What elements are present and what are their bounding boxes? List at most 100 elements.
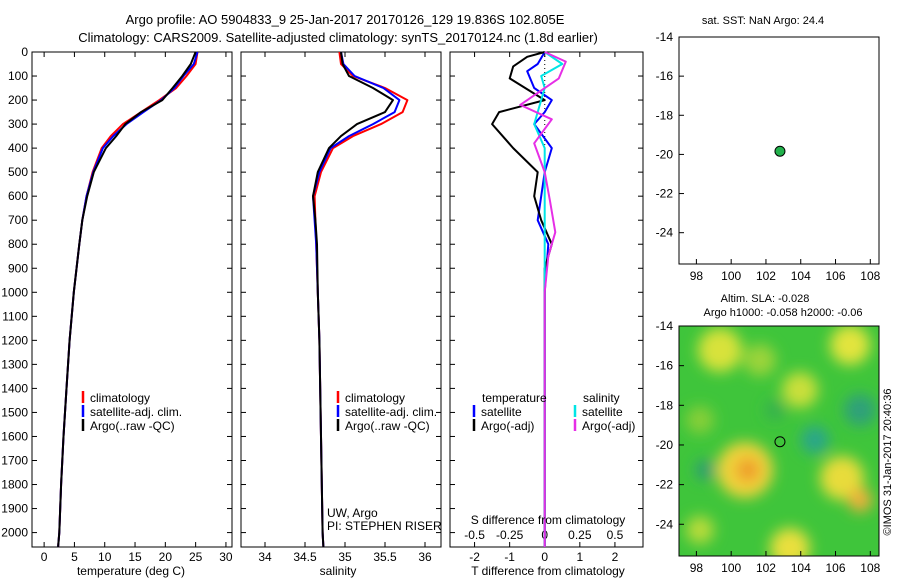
diff-series-temperature-argo-adj- bbox=[491, 51, 553, 547]
sla-anomaly-patch bbox=[686, 516, 714, 544]
map-xtick-label: 104 bbox=[791, 269, 811, 283]
diff-legend-temp-argo-label: Argo(-adj) bbox=[481, 419, 534, 433]
depth-tick-label: 1300 bbox=[1, 357, 28, 371]
argo-location-marker bbox=[774, 436, 786, 448]
diff-legend-temp-head: temperature bbox=[482, 391, 547, 405]
pi-note: PI: STEPHEN RISER bbox=[327, 519, 442, 533]
diff-series-temperature-satellite bbox=[526, 51, 553, 547]
sla-anomaly-patch bbox=[820, 456, 864, 500]
sla-anomaly-patch bbox=[744, 344, 776, 376]
map-xtick-label: 108 bbox=[860, 269, 880, 283]
map-ytick-label: -24 bbox=[656, 517, 674, 531]
map-ytick-label: -16 bbox=[656, 69, 674, 83]
depth-tick-label: 1700 bbox=[1, 453, 28, 467]
depth-tick-label: 1200 bbox=[1, 333, 28, 347]
depth-tick-label: 2000 bbox=[1, 526, 28, 540]
diff-legend-sal-argo-label: Argo(-adj) bbox=[582, 419, 635, 433]
sla-map-frame bbox=[678, 325, 880, 557]
diff-legend-temp-sat-label: satellite bbox=[481, 405, 522, 419]
depth-tick-label: 400 bbox=[8, 141, 28, 155]
map-xtick-label: 100 bbox=[721, 269, 741, 283]
map-xtick-label: 108 bbox=[860, 561, 880, 575]
difference-top-xlabel: S difference from climatology bbox=[471, 513, 626, 527]
map-xtick-label: 100 bbox=[721, 561, 741, 575]
diff-series-salinity-satellite bbox=[533, 51, 564, 547]
sla-anomaly-patch bbox=[765, 400, 785, 420]
depth-tick-label: 1400 bbox=[1, 381, 28, 395]
sal-xtick-label: 36 bbox=[418, 550, 432, 564]
depth-tick-label: 500 bbox=[8, 165, 28, 179]
sla-anomaly-patch bbox=[695, 460, 715, 480]
depth-tick-label: 800 bbox=[8, 237, 28, 251]
diff-legend-sal-sat-label: satellite bbox=[582, 405, 623, 419]
salinity-diff-tick-label: 0.25 bbox=[568, 528, 592, 542]
temp-xtick-label: 30 bbox=[219, 550, 233, 564]
depth-tick-label: 900 bbox=[8, 261, 28, 275]
temp-legend-clim-label: climatology bbox=[90, 391, 150, 405]
salinity-diff-tick-label: 0.5 bbox=[607, 528, 624, 542]
temperature-panel-frame bbox=[31, 51, 233, 548]
sal-series-climatology bbox=[313, 51, 409, 548]
salinity-diff-tick-label: -0.5 bbox=[464, 528, 485, 542]
salinity-diff-tick-label: -0.25 bbox=[496, 528, 524, 542]
difference-xlabel: T difference from climatology bbox=[471, 564, 625, 578]
sla-anomaly-patch bbox=[770, 528, 810, 556]
sla-heatmap bbox=[679, 326, 879, 556]
argo-location-marker bbox=[774, 145, 786, 157]
map-xtick-label: 98 bbox=[690, 561, 704, 575]
sst-map-frame bbox=[678, 36, 880, 265]
depth-tick-label: 700 bbox=[8, 213, 28, 227]
salinity-xlabel: salinity bbox=[320, 564, 357, 578]
sal-legend-clim-label: climatology bbox=[345, 391, 405, 405]
map-ytick-label: -18 bbox=[656, 108, 674, 122]
diff-series-salinity-argo-adj- bbox=[519, 51, 567, 547]
map-ytick-label: -20 bbox=[656, 147, 674, 161]
map-xtick-label: 106 bbox=[826, 561, 846, 575]
sal-xtick-label: 35.5 bbox=[373, 550, 397, 564]
sla-blobs bbox=[686, 326, 876, 556]
depth-tick-label: 600 bbox=[8, 189, 28, 203]
sal-series-argo-raw-qc- bbox=[312, 51, 394, 548]
map-xtick-label: 102 bbox=[756, 561, 776, 575]
depth-tick-label: 100 bbox=[8, 69, 28, 83]
sla-anomaly-patch bbox=[782, 372, 818, 408]
depth-tick-label: 1000 bbox=[1, 285, 28, 299]
sst-map-title: sat. SST: NaN Argo: 24.4 bbox=[702, 15, 824, 27]
depth-tick-label: 0 bbox=[21, 45, 28, 59]
uw-argo-note: UW, Argo bbox=[327, 506, 378, 520]
sal-series-satellite-adj-clim- bbox=[312, 51, 401, 548]
depth-tick-label: 1600 bbox=[1, 429, 28, 443]
temp-xtick-label: 20 bbox=[159, 550, 173, 564]
sal-xtick-label: 34 bbox=[258, 550, 272, 564]
diff-xtick-label: 1 bbox=[576, 550, 583, 564]
temp-series-satellite-adj-clim- bbox=[57, 51, 199, 548]
diff-xtick-label: -2 bbox=[469, 550, 480, 564]
map-xtick-label: 102 bbox=[756, 269, 776, 283]
temp-xtick-label: 25 bbox=[189, 550, 203, 564]
sla-map-title-line1: Altim. SLA: -0.028 bbox=[721, 293, 810, 305]
diff-xtick-label: -1 bbox=[504, 550, 515, 564]
depth-tick-label: 1800 bbox=[1, 478, 28, 492]
map-xtick-label: 98 bbox=[690, 269, 704, 283]
depth-tick-label: 200 bbox=[8, 93, 28, 107]
map-ytick-label: -24 bbox=[656, 226, 674, 240]
map-ytick-label: -16 bbox=[656, 359, 674, 373]
temp-xtick-label: 5 bbox=[71, 550, 78, 564]
temp-xtick-label: 10 bbox=[98, 550, 112, 564]
temperature-xlabel: temperature (deg C) bbox=[77, 564, 185, 578]
diff-legend-sal-head: salinity bbox=[583, 391, 620, 405]
diff-xtick-label: 0 bbox=[541, 550, 548, 564]
sla-anomaly-patch bbox=[848, 488, 872, 512]
map-ytick-label: -14 bbox=[656, 319, 674, 333]
map-xtick-label: 104 bbox=[791, 561, 811, 575]
sla-anomaly-patch bbox=[844, 394, 876, 426]
map-ytick-label: -18 bbox=[656, 398, 674, 412]
sla-map-title-line2: Argo h1000: -0.058 h2000: -0.06 bbox=[703, 307, 862, 319]
sal-legend-argo-label: Argo(..raw -QC) bbox=[345, 419, 430, 433]
sla-anomaly-patch bbox=[686, 406, 714, 434]
sla-anomaly-patch bbox=[830, 326, 870, 365]
temp-legend-sat-label: satellite-adj. clim. bbox=[90, 405, 182, 419]
depth-tick-label: 300 bbox=[8, 117, 28, 131]
diff-xtick-label: 2 bbox=[612, 550, 619, 564]
